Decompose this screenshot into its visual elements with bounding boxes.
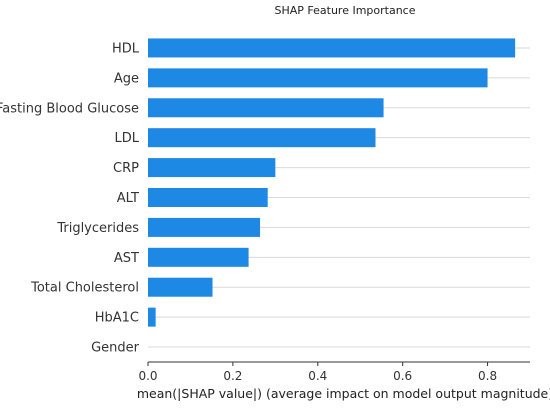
x-tick-label: 0.0: [138, 369, 157, 383]
category-label: Total Cholesterol: [30, 281, 139, 296]
category-label: LDL: [115, 131, 140, 146]
bar-alt: [148, 188, 268, 207]
bar-total-cholesterol: [148, 277, 213, 297]
category-label: HDL: [112, 41, 140, 56]
bar-hba1c: [148, 307, 156, 327]
category-label: Triglycerides: [56, 221, 139, 236]
x-tick-label: 0.4: [308, 369, 327, 383]
bar-hdl: [148, 38, 516, 58]
category-label: CRP: [113, 161, 139, 176]
category-label: Age: [114, 71, 139, 86]
category-label: AST: [114, 251, 139, 266]
category-label: ALT: [117, 191, 139, 206]
x-tick-label: 0.6: [393, 369, 412, 383]
bar-crp: [148, 158, 276, 178]
category-labels: HDL Age Fasting Blood Glucose LDL CRP ALT Trig…: [0, 41, 140, 355]
chart-title: SHAP Feature Importance: [274, 4, 415, 17]
category-label: HbA1C: [95, 311, 139, 326]
x-axis-label: mean(|SHAP value|) (average impact on mo…: [137, 386, 550, 401]
category-label: Gender: [91, 341, 140, 356]
x-axis: 0.0 0.2 0.4 0.6 0.8: [138, 361, 530, 383]
bars: [148, 38, 516, 327]
bar-fasting-blood-glucose: [148, 98, 384, 118]
bar-triglycerides: [148, 217, 261, 237]
category-label: Fasting Blood Glucose: [0, 101, 139, 116]
bar-age: [148, 68, 488, 88]
bar-ast: [148, 247, 249, 267]
x-tick-label: 0.8: [478, 369, 497, 383]
bar-ldl: [148, 128, 376, 148]
x-tick-label: 0.2: [223, 369, 242, 383]
